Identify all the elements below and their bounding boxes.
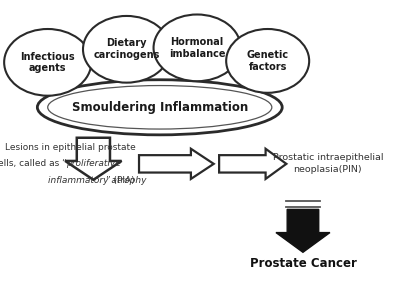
Polygon shape bbox=[65, 138, 122, 180]
Polygon shape bbox=[276, 209, 330, 252]
Text: Genetic
factors: Genetic factors bbox=[247, 50, 289, 72]
Ellipse shape bbox=[4, 29, 91, 96]
Polygon shape bbox=[219, 149, 286, 179]
Text: Prostatic intraepithelial
neoplasia(PIN): Prostatic intraepithelial neoplasia(PIN) bbox=[273, 153, 383, 174]
Text: ” (PIA): ” (PIA) bbox=[106, 176, 134, 185]
Text: Lesions in epithelial prostate: Lesions in epithelial prostate bbox=[5, 142, 136, 152]
Ellipse shape bbox=[226, 29, 309, 93]
Text: Infectious
agents: Infectious agents bbox=[20, 52, 75, 73]
Text: Smouldering Inflammation: Smouldering Inflammation bbox=[72, 101, 248, 114]
Text: inflammatory atrophy: inflammatory atrophy bbox=[48, 176, 146, 185]
Text: Prostate Cancer: Prostate Cancer bbox=[249, 258, 356, 270]
Text: proliferative: proliferative bbox=[66, 159, 121, 168]
Polygon shape bbox=[139, 149, 214, 179]
Ellipse shape bbox=[83, 16, 170, 83]
Text: Dietary
carcinogens: Dietary carcinogens bbox=[93, 39, 160, 60]
Text: cells, called as “: cells, called as “ bbox=[0, 159, 66, 168]
Text: Hormonal
imbalance: Hormonal imbalance bbox=[169, 37, 225, 59]
Ellipse shape bbox=[154, 14, 241, 81]
Ellipse shape bbox=[37, 80, 282, 135]
